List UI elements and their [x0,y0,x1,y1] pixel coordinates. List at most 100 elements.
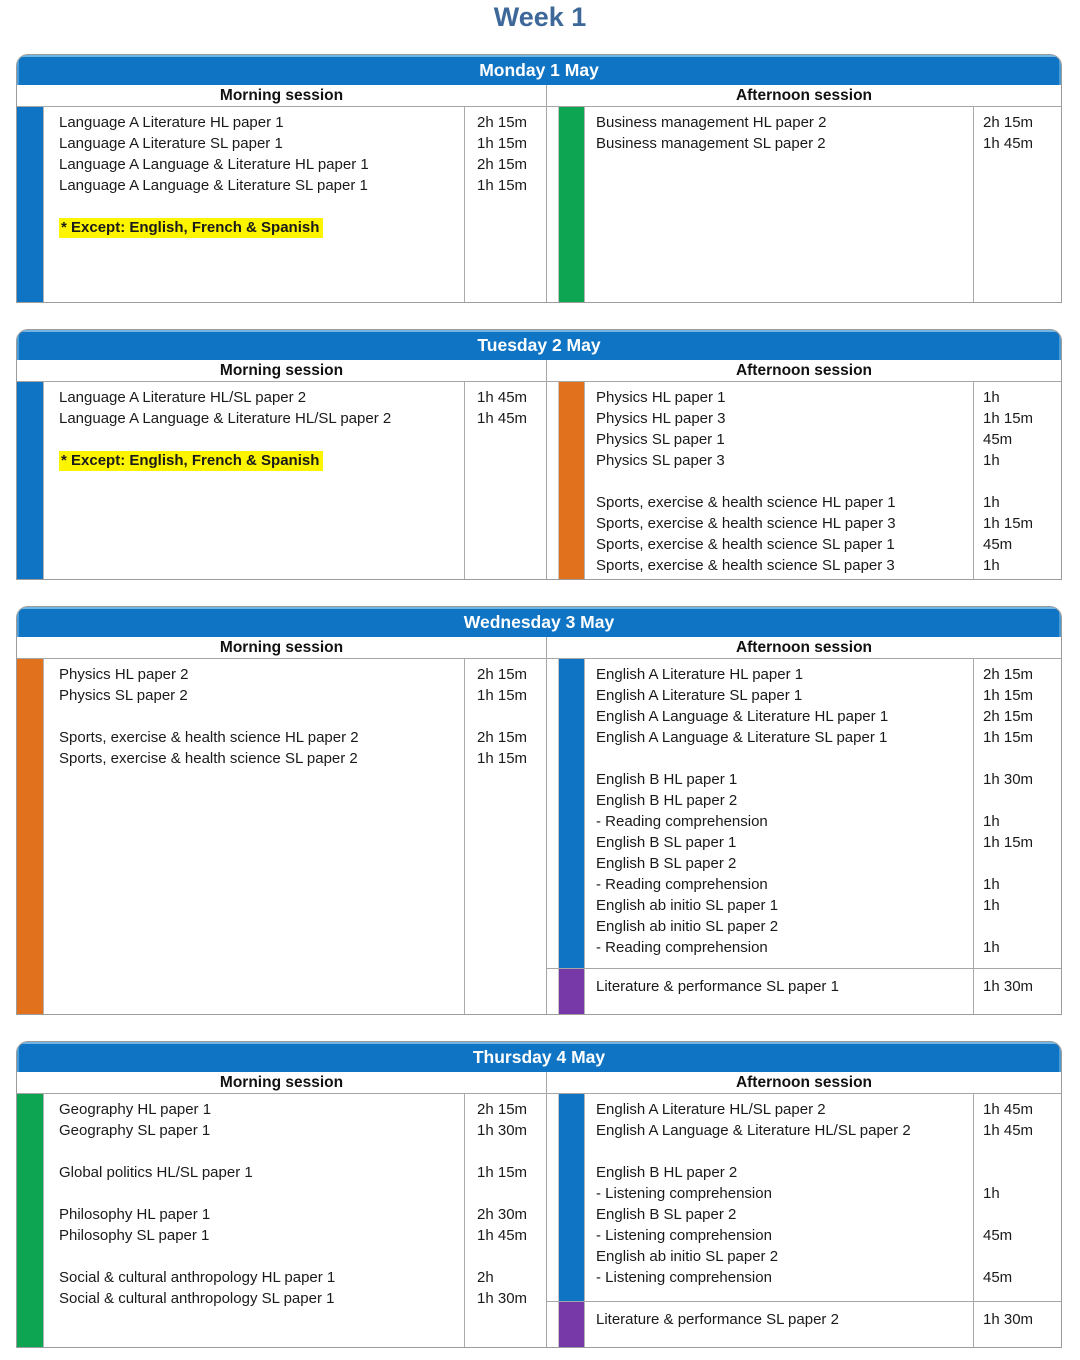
session-content: Language A Literature HL/SL paper 2 Langu… [17,382,546,579]
exam-name: Sports, exercise & health science HL pap… [59,729,359,746]
exam-duration: 1h [983,939,1000,956]
day-content: Physics HL paper 2 Physics SL paper 2 Spor… [17,659,1061,1014]
exam-name: Language A Language & Literature HL pape… [59,156,369,173]
exam-duration-column: 2h 15m 1h 30m 1h 15m 2h 30m 1h 45m 2h 1h 30m [464,1094,546,1347]
exam-duration [983,1204,1061,1225]
session-content: Language A Literature HL paper 1 Language… [17,107,546,302]
exam-duration: 1h 45m [983,1101,1034,1118]
exam-name [596,748,967,769]
green-session-color-bar [558,107,585,302]
exam-name: Geography SL paper 1 [59,1122,211,1139]
session-content: English A Literature HL/SL paper 2 Englis… [547,1094,1061,1301]
exam-duration: 1h 15m [477,687,528,704]
exam-name: Language A Literature HL paper 1 [59,114,284,131]
exam-name: Sports, exercise & health science SL pap… [596,557,895,574]
exam-name: Sports, exercise & health science HL pap… [596,494,896,511]
spacer [547,969,558,1014]
day-block: Thursday 4 May Morning session Afternoon s… [16,1041,1062,1348]
exam-name: - Listening comprehension [596,1269,772,1286]
exam-name: English A Language & Literature HL paper… [596,708,889,725]
exam-name: - Reading comprehension [596,876,768,893]
exam-name: Physics SL paper 1 [596,431,725,448]
morning-panel: Physics HL paper 2 Physics SL paper 2 Spor… [17,659,547,1014]
exam-name: English ab initio SL paper 1 [596,897,779,914]
exam-duration [477,429,546,450]
exam-duration: 1h 45m [983,1122,1034,1139]
exam-duration: 1h [983,557,1000,574]
exam-name: Global politics HL/SL paper 1 [59,1164,253,1181]
exam-name: - Listening comprehension [596,1227,772,1244]
session-content: Physics HL paper 2 Physics SL paper 2 Spor… [17,659,546,1014]
exam-duration: 1h 30m [983,771,1034,788]
exam-name: - Listening comprehension [596,1185,772,1202]
exam-duration: 2h 30m [477,1206,528,1223]
morning-panel: Geography HL paper 1 Geography SL paper 1… [17,1094,547,1347]
exam-name-column: English A Literature HL paper 1 English A… [585,659,973,968]
exam-duration: 2h 15m [477,1101,528,1118]
extra-session-row: Literature & performance SL paper 2 1h 30… [547,1301,1061,1347]
day-block: Wednesday 3 May Morning session Afternoon … [16,606,1062,1015]
exam-name-column: Language A Literature HL paper 1 Language… [44,107,464,302]
exam-duration [477,450,546,471]
exam-duration [477,1246,546,1267]
exam-name [596,471,967,492]
session-header-morning: Morning session [17,637,547,658]
exam-name [59,1246,458,1267]
exam-duration: 1h 15m [477,750,528,767]
exam-duration-column: 2h 15m 1h 15m 2h 15m 1h 15m [464,659,546,1014]
session-header-row: Morning session Afternoon session [17,637,1061,659]
session-content: Geography HL paper 1 Geography SL paper 1… [17,1094,546,1347]
afternoon-panel: Physics HL paper 1 Physics HL paper 3 Phys… [547,382,1061,579]
exam-duration: 2h 15m [477,666,528,683]
exam-duration: 1h 45m [477,389,528,406]
exam-name: English ab initio SL paper 2 [596,918,779,935]
exam-name-column: Literature & performance SL paper 1 [585,969,973,1014]
spacer [547,382,558,579]
exam-duration: 1h [983,1185,1000,1202]
exam-duration [477,196,546,217]
exam-name [59,196,458,217]
day-content: Language A Literature HL/SL paper 2 Langu… [17,382,1061,579]
exam-name: Literature & performance SL paper 1 [596,978,839,995]
exam-name: English B SL paper 1 [596,834,737,851]
exam-name: English ab initio SL paper 2 [596,1248,779,1265]
exam-name [59,1183,458,1204]
exam-duration: 1h 45m [477,1227,528,1244]
exam-duration: 1h [983,813,1000,830]
exam-duration-column: 2h 15m 1h 15m 2h 15m 1h 15m [464,107,546,302]
exam-duration: 1h [983,452,1000,469]
blue-session-color-bar [558,1094,585,1301]
exam-name: Geography HL paper 1 [59,1101,212,1118]
exam-name: Language A Literature SL paper 1 [59,135,283,152]
exam-duration [983,748,1061,769]
exam-name: Business management HL paper 2 [596,114,827,131]
exam-duration [477,1141,546,1162]
exam-duration: 2h 15m [983,666,1034,683]
exam-name: Social & cultural anthropology SL paper … [59,1290,335,1307]
exam-name: Physics HL paper 1 [596,389,726,406]
schedule: Monday 1 May Morning session Afternoon ses… [16,54,1062,1348]
green-session-color-bar [17,1094,44,1347]
exam-duration: 1h 15m [477,1164,528,1181]
afternoon-panel: English A Literature HL/SL paper 2 Englis… [547,1094,1061,1347]
exam-duration: 1h 15m [983,729,1034,746]
exam-name: Sports, exercise & health science SL pap… [59,750,358,767]
exam-name: English B SL paper 2 [596,1206,737,1223]
day-header: Monday 1 May [17,55,1061,85]
exception-line: * Except: English, French & Spanish [59,450,458,471]
exam-duration: 1h 15m [983,410,1034,427]
exam-duration: 1h 15m [983,687,1034,704]
exam-duration: 1h [983,494,1000,511]
exam-name: Physics SL paper 2 [59,687,188,704]
exam-duration: 1h 15m [477,135,528,152]
exam-name: Language A Language & Literature SL pape… [59,177,368,194]
session-header-afternoon: Afternoon session [735,1073,873,1091]
session-header-afternoon: Afternoon session [735,361,873,379]
exam-duration [477,1183,546,1204]
exam-duration-column: 2h 15m 1h 15m 2h 15m 1h 15m 1h 30m 1h 1h 15m 1h… [973,659,1061,968]
exam-name-column: Business management HL paper 2 Business m… [585,107,973,302]
spacer [547,1094,558,1301]
exam-name: Sports, exercise & health science SL pap… [596,536,895,553]
purple-session-color-bar [558,1302,585,1347]
